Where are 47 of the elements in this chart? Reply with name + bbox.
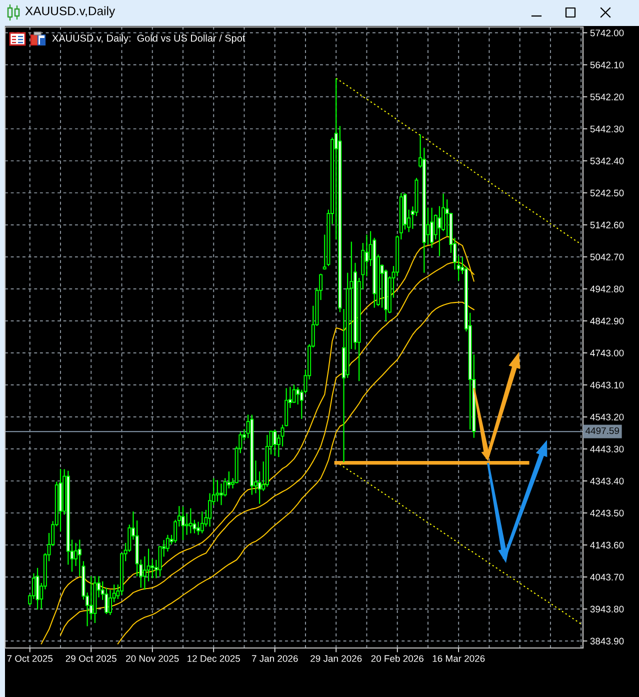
- text: XAUUSD.v, Daily: Gold vs US Dollar / Spot: [52, 34, 246, 44]
- x-tick-label: 7 Jan 2026: [252, 655, 298, 662]
- line-series: [117, 302, 474, 644]
- candlestick: [364, 234, 368, 277]
- y-tick-label: 4143.60: [590, 542, 624, 548]
- x-tick-label: 20 Feb 2026: [371, 654, 424, 662]
- candlestick: [196, 521, 200, 536]
- y-tick-label: 5442.30: [590, 126, 624, 132]
- candlestick: [220, 483, 224, 506]
- candlestick: [185, 512, 189, 536]
- y-tick-label: 4343.40: [590, 478, 624, 484]
- candlestick: [181, 506, 185, 541]
- x-tick-label: 7 Oct 2025: [7, 655, 53, 662]
- candlestick: [188, 508, 192, 534]
- chart-title: XAUUSD.v,Daily: [25, 6, 116, 18]
- x-tick-label: 12 Dec 2025: [188, 655, 240, 662]
- y-tick-label: 4543.20: [590, 414, 624, 420]
- y-tick-label: 4043.70: [590, 574, 624, 580]
- candlestick: [430, 207, 434, 248]
- y-tick-label: 5542.20: [590, 94, 624, 100]
- y-tick-label: 3943.80: [590, 606, 624, 612]
- y-tick-label: 5642.10: [590, 62, 624, 68]
- y-tick-label: 4643.10: [590, 382, 624, 388]
- y-tick-label: 5742.00: [590, 30, 624, 36]
- x-tick-label: 16 Mar 2026: [432, 655, 485, 662]
- candlestick: [273, 429, 277, 457]
- y-tick-label: 4743.00: [590, 350, 624, 356]
- y-tick-label: 5142.60: [590, 222, 624, 228]
- y-tick-label: 4243.50: [590, 510, 624, 516]
- x-tick-label: 29 Oct 2025: [66, 655, 116, 662]
- candlestick: [150, 558, 154, 579]
- y-tick-label: 4842.90: [590, 318, 624, 324]
- y-tick-label: 5242.50: [590, 190, 624, 196]
- y-tick-label: 5342.40: [590, 158, 624, 164]
- y-tick-label: 5042.70: [590, 254, 624, 260]
- candlestick: [438, 206, 442, 257]
- candlestick: [36, 567, 40, 610]
- x-tick-label: 29 Jan 2026: [310, 655, 362, 662]
- y-tick-label: 4443.30: [590, 446, 624, 452]
- y-tick-label: 3843.90: [590, 638, 624, 644]
- ref-line-label: 4497.59: [586, 427, 620, 434]
- candlestick: [216, 480, 220, 502]
- y-tick-label: 4942.80: [590, 286, 624, 292]
- x-tick-label: 20 Nov 2025: [126, 655, 179, 662]
- candlestick: [200, 510, 204, 534]
- line-series: [336, 78, 582, 245]
- candlestick: [166, 534, 170, 552]
